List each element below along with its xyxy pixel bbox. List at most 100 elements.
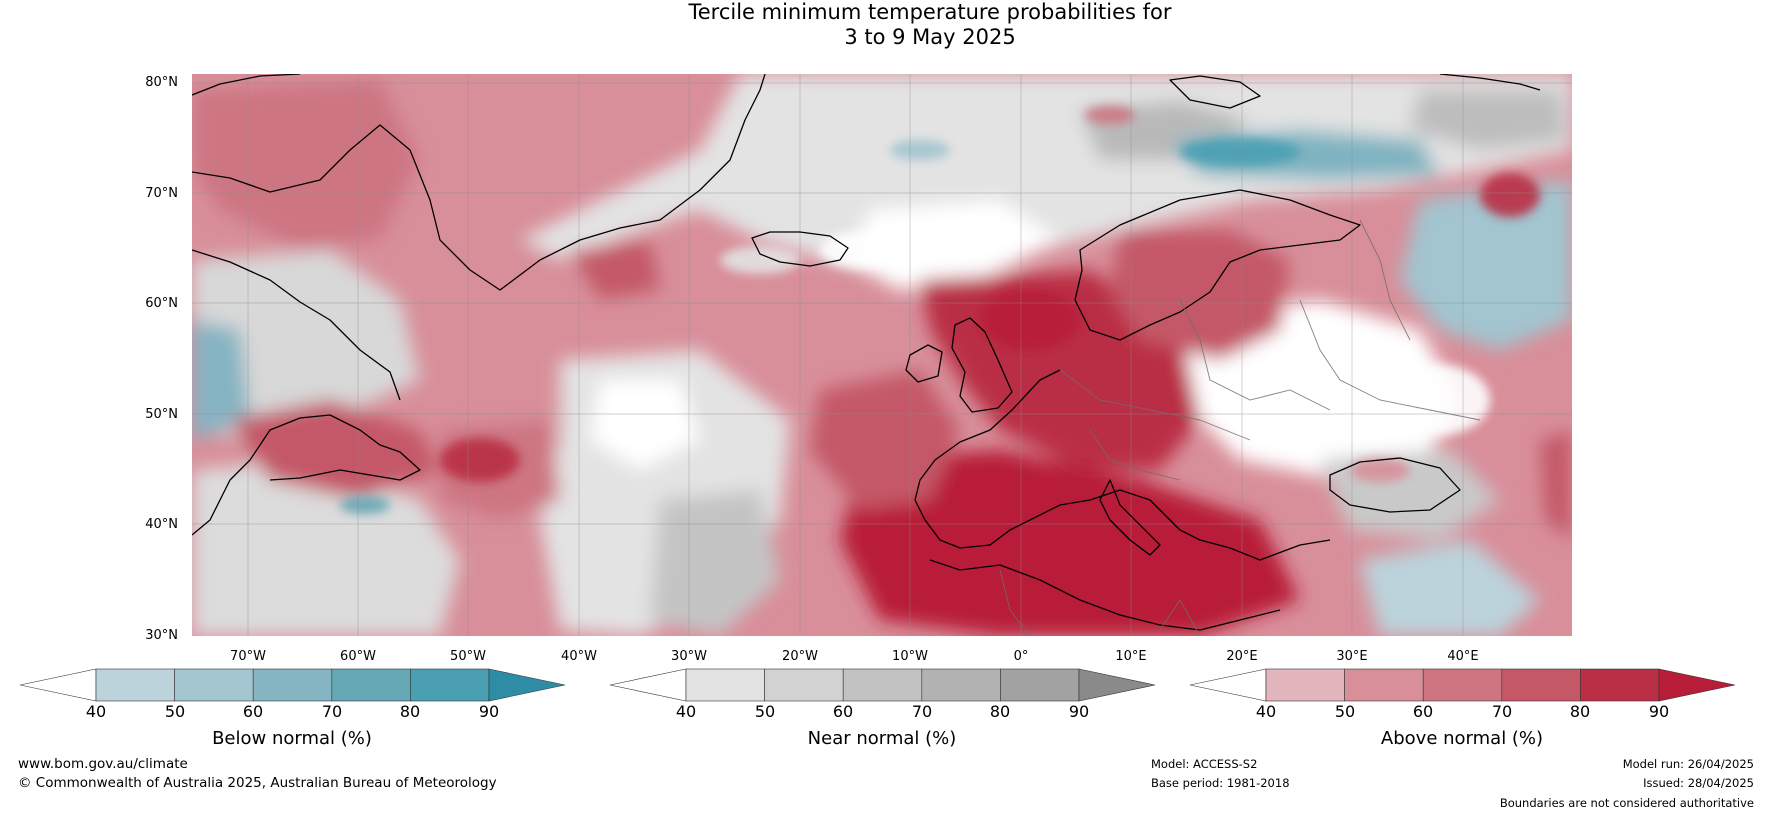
colorbar-extend-high — [488, 668, 566, 702]
chart-title: Tercile minimum temperature probabilitie… — [0, 0, 1770, 50]
clear-region-north-atlantic — [850, 200, 1060, 290]
above-normal-spot-arctic — [1085, 106, 1135, 124]
near-normal-region-barents — [1410, 90, 1565, 150]
map-panel — [192, 74, 1572, 636]
legend-near-tick: 60 — [832, 702, 854, 721]
legend-near-tick: 90 — [1068, 702, 1090, 721]
clear-spot-east — [1390, 365, 1490, 435]
border-line-1 — [1179, 299, 1331, 411]
italy-coast — [1099, 479, 1161, 556]
above-normal-region-iceland-south — [570, 240, 660, 300]
colorbar-segment — [921, 668, 1001, 702]
near-normal-spot-greenland-sea — [720, 246, 800, 274]
colorbar-segment — [1000, 668, 1080, 702]
lon-label: 10°E — [1115, 649, 1147, 664]
legend-above-tick: 80 — [1569, 702, 1591, 721]
legend-above-title: Above normal (%) — [1380, 728, 1544, 749]
clear-region-mid-atlantic — [590, 380, 700, 470]
border-line-5 — [1359, 219, 1411, 341]
website-link[interactable]: www.bom.gov.au/climate — [18, 756, 188, 772]
scandinavia-coast — [1074, 189, 1361, 341]
above-normal-spot-turkey — [1350, 458, 1410, 482]
near-normal-region-mid-atlantic-dark — [650, 490, 780, 636]
colorbar-segment — [174, 668, 254, 702]
colorbar-segment — [331, 668, 411, 702]
graticule — [192, 74, 1572, 636]
legend-near-normal — [609, 668, 1156, 702]
model-run-text: Model run: 26/04/2025 — [1622, 757, 1754, 771]
border-line-2 — [1059, 369, 1251, 441]
lon-label: 0° — [1013, 649, 1029, 664]
legend-below-normal — [19, 668, 566, 702]
colorbar-extend-low — [609, 668, 687, 702]
colorbar-segment — [1344, 668, 1424, 702]
title-line-2: 3 to 9 May 2025 — [844, 25, 1016, 49]
colorbar-segment — [1422, 668, 1503, 702]
colorbar-segment — [764, 668, 844, 702]
above-normal-region-caspian — [1540, 430, 1572, 540]
legend-above-tick: 60 — [1412, 702, 1434, 721]
legend-above-tick: 70 — [1491, 702, 1513, 721]
above-normal-region-iberia-france — [810, 370, 960, 510]
title-line-1: Tercile minimum temperature probabilitie… — [688, 0, 1172, 24]
colorbar-segment — [842, 668, 923, 702]
legend-above-normal — [1189, 668, 1736, 702]
lon-label: 20°W — [782, 649, 818, 664]
near-normal-region-southwest — [192, 460, 460, 636]
country-borders — [999, 219, 1481, 636]
colorbar-segment — [1501, 668, 1581, 702]
colorbar-segment — [95, 668, 175, 702]
model-text: Model: ACCESS-S2 — [1151, 757, 1258, 771]
lat-label: 70°N — [145, 186, 178, 201]
legend-below-tick: 90 — [478, 702, 500, 721]
legend-below-tick: 60 — [242, 702, 264, 721]
colorbar-extend-high — [1658, 668, 1736, 702]
colorbar-extend-low — [19, 668, 97, 702]
legend-near-title: Near normal (%) — [807, 728, 957, 749]
near-normal-region-west — [192, 250, 420, 440]
colorbar-segment — [252, 668, 333, 702]
above-normal-region-scandinavia — [1110, 230, 1290, 360]
legend-below-tick: 80 — [399, 702, 421, 721]
below-normal-region-labrador — [192, 320, 250, 440]
colorbar-segment — [1265, 668, 1345, 702]
legend-near-tick: 70 — [911, 702, 933, 721]
colorbar-extend-low — [1189, 668, 1267, 702]
above-normal-spot-barents — [1480, 173, 1540, 217]
above-normal-spot-atlantic — [440, 438, 520, 482]
legend-below-title: Below normal (%) — [212, 728, 372, 749]
above-normal-region-mediterranean — [840, 450, 1300, 636]
colorbar-extend-high — [1078, 668, 1156, 702]
britain-coast — [951, 317, 1013, 413]
below-normal-spot-newfoundland — [340, 496, 390, 514]
europe-west-coast — [914, 369, 1061, 549]
below-normal-region-near-east — [1360, 540, 1540, 636]
below-normal-region-russia — [1400, 180, 1572, 350]
above-normal-region-greenland-west — [192, 80, 420, 250]
legend-below-tick: 50 — [164, 702, 186, 721]
lon-label: 70°W — [230, 649, 266, 664]
legend-above-tick: 40 — [1255, 702, 1277, 721]
lon-label: 30°E — [1336, 649, 1368, 664]
mediterranean-north-coast — [1029, 489, 1331, 561]
border-line-3 — [1089, 429, 1181, 481]
copyright-text: © Commonwealth of Australia 2025, Austra… — [18, 775, 497, 791]
lat-label: 50°N — [145, 407, 178, 422]
novaya-zemlya-coast — [1439, 74, 1541, 91]
near-normal-arctic-region — [520, 74, 1572, 290]
greenland-north-coast — [192, 74, 301, 96]
border-line-7 — [1159, 599, 1201, 636]
colorbar-segment — [685, 668, 765, 702]
base-period-text: Base period: 1981-2018 — [1151, 776, 1290, 790]
black-sea-coast — [1329, 457, 1461, 513]
lon-label: 60°W — [340, 649, 376, 664]
legend-below-tick: 70 — [321, 702, 343, 721]
below-normal-spot-barents — [1180, 138, 1300, 166]
north-america-coast — [192, 414, 421, 536]
lon-label: 20°E — [1226, 649, 1258, 664]
ireland-coast — [905, 344, 943, 383]
legend-above-tick: 90 — [1648, 702, 1670, 721]
lon-label: 40°W — [561, 649, 597, 664]
issued-text: Issued: 28/04/2025 — [1643, 776, 1754, 790]
